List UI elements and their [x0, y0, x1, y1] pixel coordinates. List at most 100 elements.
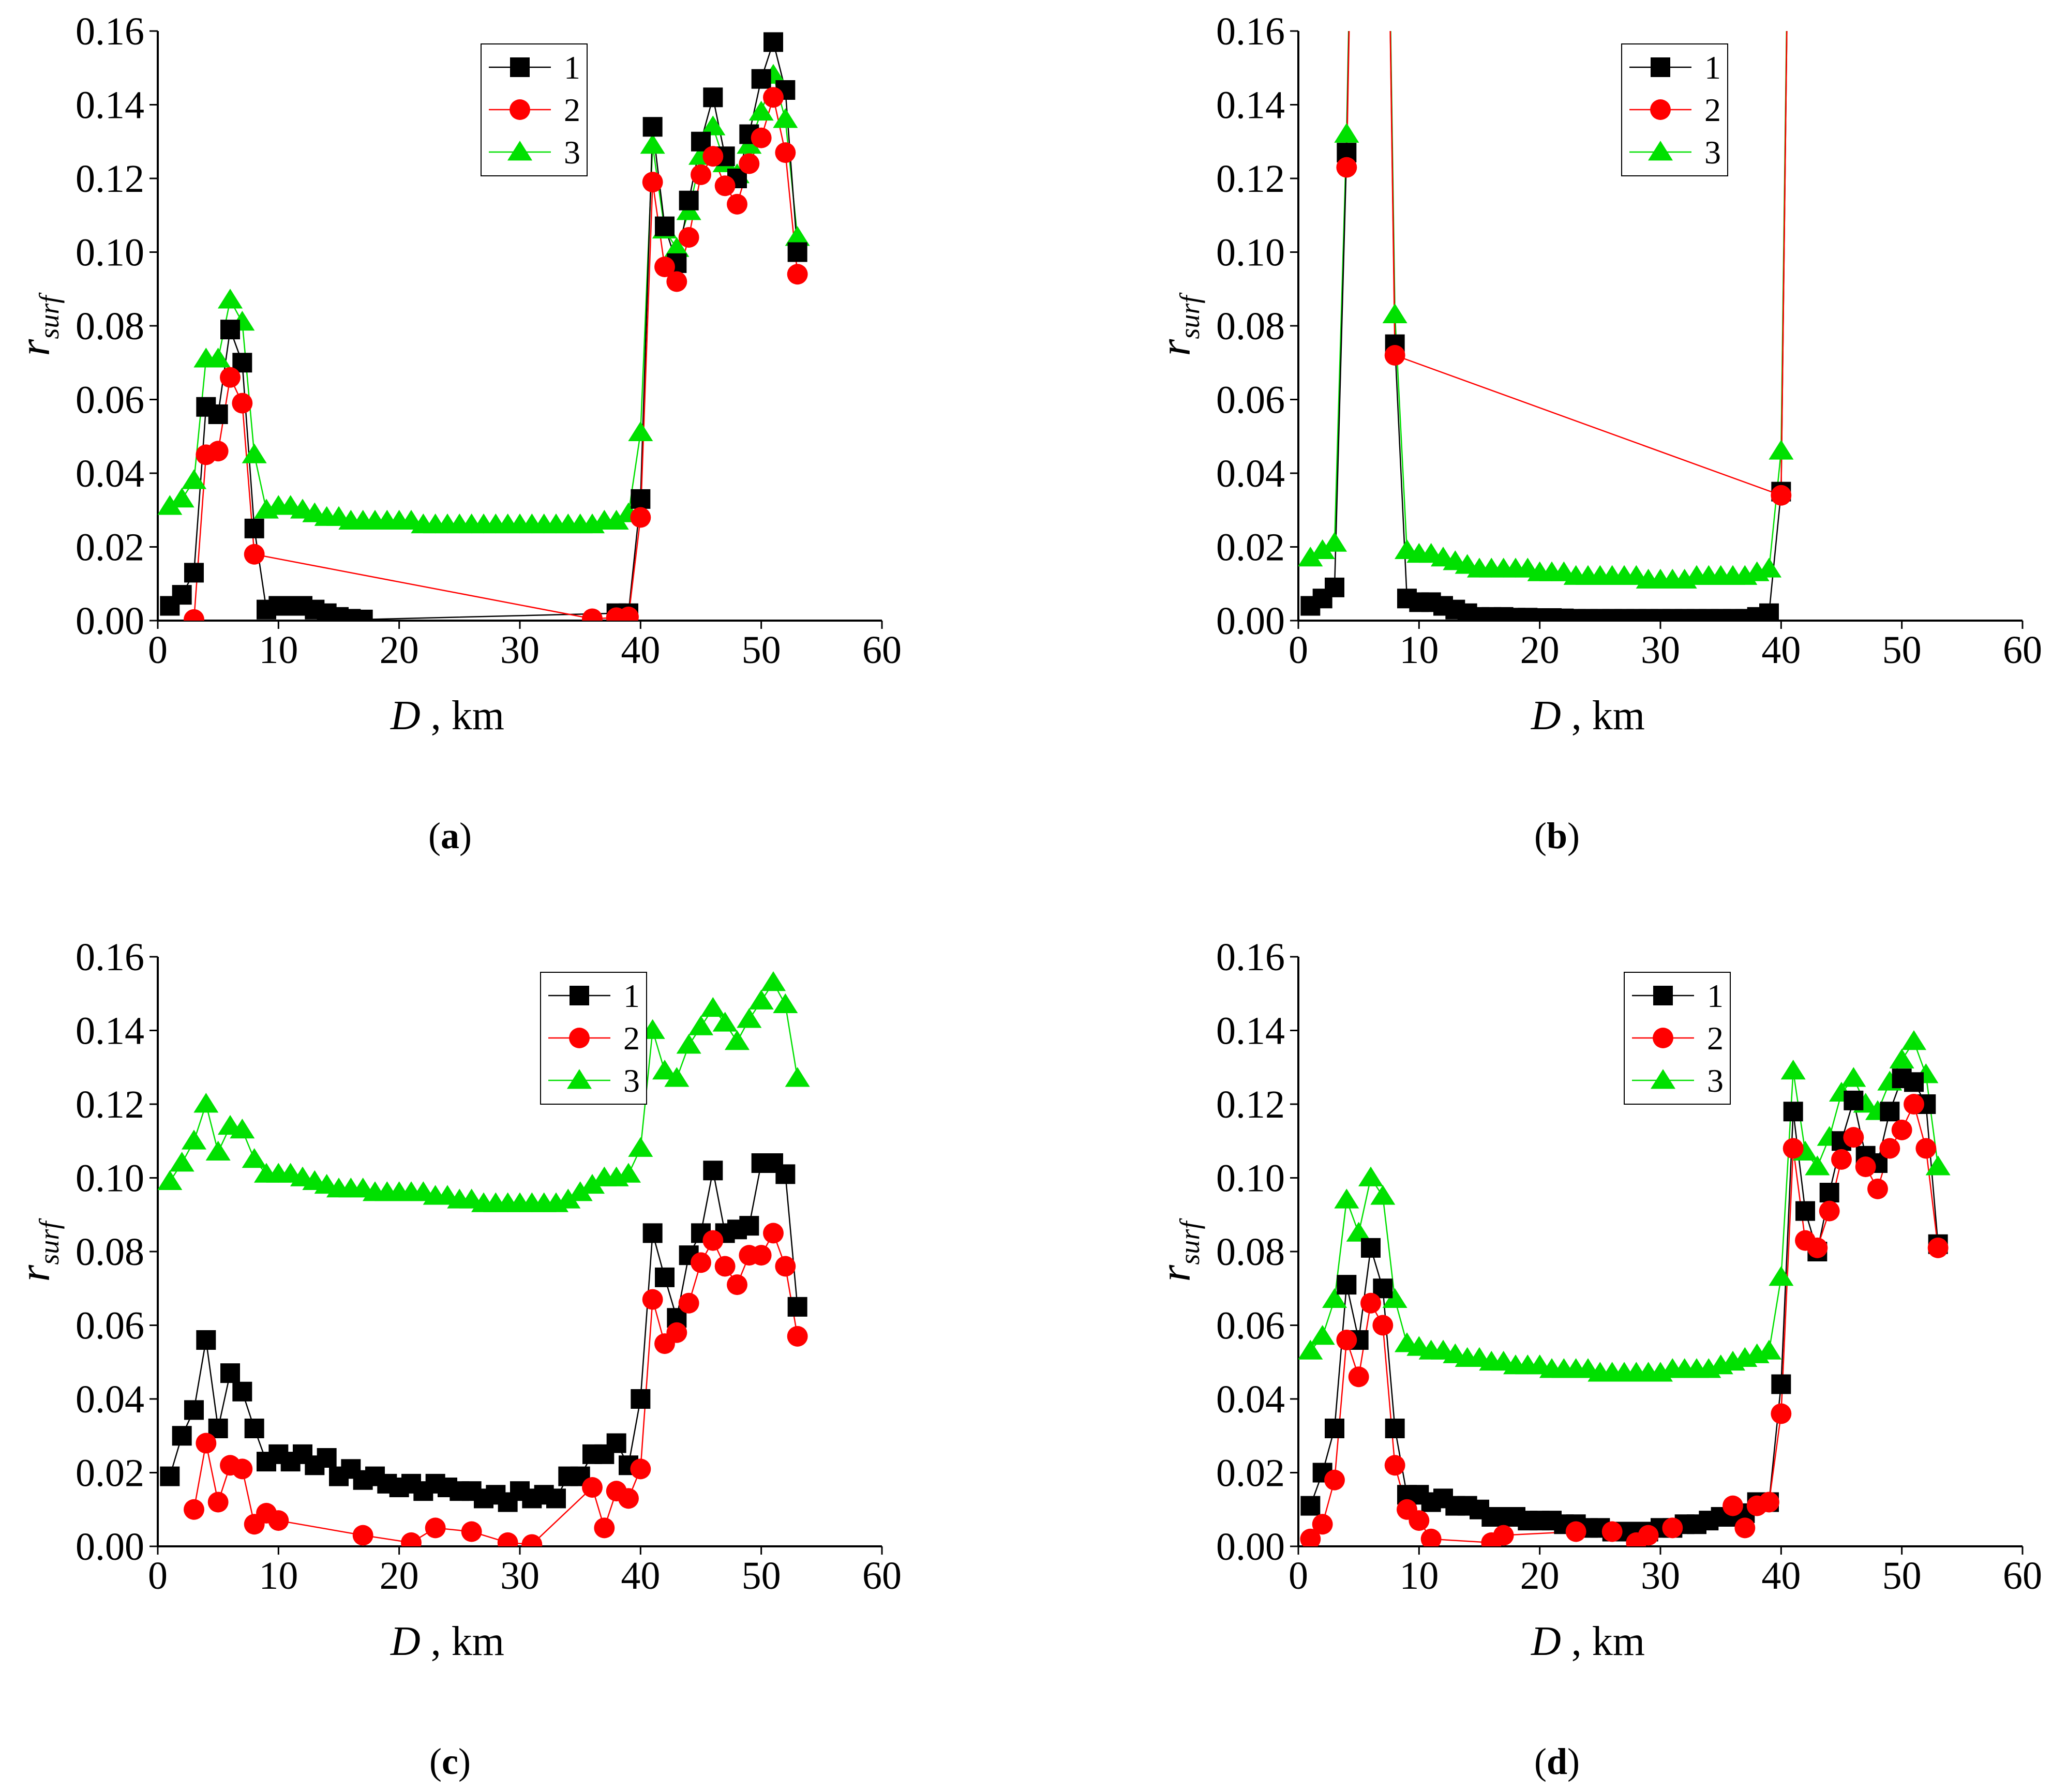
series-3-point [205, 348, 231, 368]
caption-letter: d [1547, 1741, 1567, 1782]
panel-b: 0 10 20 30 40 50 60 0.00 0.02 0.04 0.06 0.08 0.10 0.1… [1151, 10, 2042, 856]
y-tick-label: 0.08 [1216, 1230, 1285, 1274]
series-3-point [785, 1067, 810, 1087]
series-2-point [691, 1252, 711, 1273]
series-3-point [1334, 123, 1359, 143]
series-1-point [220, 320, 240, 340]
y-tick-label: 0.02 [76, 526, 144, 569]
series-1-point [196, 1330, 216, 1350]
series-1-point [1385, 1419, 1405, 1438]
series-3-point [700, 115, 726, 135]
series-2-point [461, 1521, 482, 1542]
series-3-point [1322, 532, 1347, 552]
x-tick-label: 50 [742, 628, 781, 672]
series-2-point [352, 1525, 373, 1546]
y-axis-title-var: r [1151, 1264, 1200, 1282]
caption-open: ( [428, 815, 441, 856]
series-1-point [353, 609, 373, 621]
x-tick-label: 0 [148, 628, 168, 672]
y-axis-title-sub: surf [34, 1218, 65, 1265]
series-1-point [1880, 1102, 1900, 1122]
series-3-point [664, 1067, 690, 1087]
series-3-point [1310, 539, 1335, 560]
y-axis-title-sub: surf [1174, 292, 1205, 339]
plot-area [158, 971, 810, 1546]
series-2-point [787, 1326, 808, 1347]
series-1-point [1783, 1102, 1803, 1122]
series-2-point [618, 606, 639, 621]
series-2-point [630, 507, 651, 528]
y-tick-label: 0.06 [1216, 379, 1285, 422]
series-2-point [763, 87, 784, 108]
series-2-point [714, 1256, 736, 1277]
x-tick-label: 0 [1289, 628, 1308, 672]
series-2-point [1638, 1525, 1659, 1546]
series-2-point [654, 257, 675, 277]
series-3-point [217, 289, 243, 309]
series-3-point [1310, 1325, 1335, 1345]
series-1-point [172, 585, 192, 605]
series-2-point [714, 175, 736, 197]
series-1-point [631, 489, 651, 509]
y-tick-label: 0.14 [1216, 84, 1285, 127]
panel-caption: (d) [1534, 1741, 1580, 1782]
series-2-point [702, 146, 724, 167]
series-1-point [546, 1488, 566, 1509]
series-2-point [642, 172, 663, 193]
y-axis-title: rsurf [1151, 1218, 1205, 1282]
series-3-point [628, 1137, 653, 1157]
series-1-point [172, 1426, 192, 1446]
panel-a: 0 10 20 30 40 50 60 0.00 0.02 0.04 0.06 0.08 0.10 0.1… [11, 10, 902, 856]
x-tick-label: 40 [1761, 628, 1801, 672]
panel-d: 0 10 20 30 40 50 60 0.00 0.02 0.04 0.06 0.08 0.10 0.1… [1151, 936, 2042, 1782]
x-tick-label: 0 [148, 1554, 168, 1598]
series-2-point [727, 1274, 747, 1296]
series-2-point [1734, 1517, 1756, 1539]
y-tick-label: 0.04 [1216, 1378, 1285, 1421]
series-2-point [678, 1292, 699, 1314]
y-tick-label: 0.02 [76, 1452, 144, 1495]
caption-open: ( [429, 1741, 442, 1782]
series-1-point [208, 404, 228, 424]
x-axis-title-var: D [1531, 1619, 1561, 1664]
x-tick-label: 10 [1399, 1554, 1439, 1598]
series-1-point [1337, 1275, 1357, 1295]
series-2-point [268, 1510, 289, 1531]
series-2-point [1662, 1517, 1683, 1539]
legend-marker-3 [507, 141, 533, 161]
series-3-point [1370, 1185, 1396, 1205]
x-tick-label: 50 [1882, 1554, 1922, 1598]
series-3-point [1298, 1339, 1323, 1360]
legend-label-1: 1 [1707, 977, 1724, 1014]
x-tick-label: 10 [259, 628, 298, 672]
y-tick-label: 0.12 [76, 1083, 144, 1126]
series-2-point [1409, 1510, 1430, 1531]
series-2-point [1831, 1149, 1852, 1170]
series-2-point [582, 1477, 603, 1498]
caption-open: ( [1534, 1741, 1547, 1782]
caption-letter: b [1547, 815, 1567, 856]
series-2-point [702, 1230, 724, 1251]
x-tick-label: 60 [2003, 628, 2042, 672]
legend-marker-1 [570, 986, 589, 1005]
series-2-point [1493, 1525, 1514, 1546]
y-axis-title-sub: surf [34, 292, 65, 339]
y-axis-title-var: r [1151, 339, 1200, 356]
legend-label-3: 3 [1707, 1062, 1724, 1099]
series-1-point [1819, 1183, 1839, 1202]
y-axis-title: rsurf [1151, 292, 1205, 356]
series-1-point [1844, 1090, 1864, 1110]
series-3-point [688, 1015, 714, 1035]
legend-marker-2 [1653, 1028, 1673, 1048]
legend-label-3: 3 [623, 1062, 640, 1099]
series-1-point [631, 1389, 651, 1409]
series-2-point [220, 367, 241, 388]
series-2-point [666, 1322, 687, 1343]
series-2-point [184, 1499, 204, 1520]
x-axis-title-unit: , km [1561, 1619, 1645, 1664]
x-tick-label: 40 [621, 628, 660, 672]
series-2-point [763, 1223, 784, 1244]
series-2-point [1336, 157, 1357, 178]
series-3-point [158, 495, 183, 515]
